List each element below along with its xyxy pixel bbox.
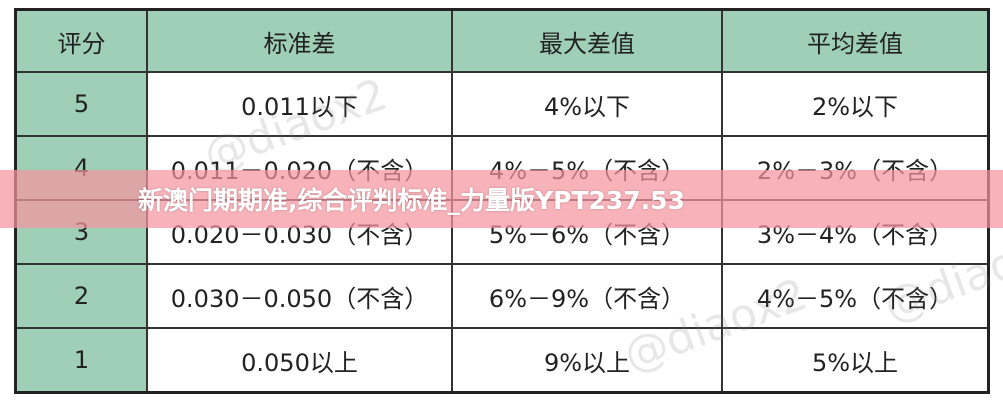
header-std-dev: 标准差 (146, 8, 453, 73)
avg-diff-cell: 5%以上 (721, 327, 990, 394)
title-banner: 新澳门期期准,综合评判标准_力量版YPT237.53 (0, 170, 1003, 228)
std-dev-cell: 0.050以上 (146, 327, 453, 394)
max-diff-cell: 4%以下 (451, 71, 723, 137)
avg-diff-cell: 4%－5%（不含） (721, 263, 990, 329)
header-score: 评分 (14, 8, 148, 73)
table-row: 1 0.050以上 9%以上 5%以上 (14, 327, 990, 394)
table-row: 2 0.030－0.050（不含） 6%－9%（不含） 4%－5%（不含） (14, 263, 990, 329)
banner-title: 新澳门期期准,综合评判标准_力量版YPT237.53 (138, 186, 685, 215)
max-diff-cell: 9%以上 (451, 327, 723, 394)
table-row: 5 0.011以下 4%以下 2%以下 (14, 71, 990, 137)
max-diff-cell: 6%－9%（不含） (451, 263, 723, 329)
score-cell: 5 (14, 71, 148, 137)
header-avg-diff: 平均差值 (721, 8, 990, 73)
table-header-row: 评分 标准差 最大差值 平均差值 (14, 8, 990, 73)
score-cell: 2 (14, 263, 148, 329)
std-dev-cell: 0.030－0.050（不含） (146, 263, 453, 329)
std-dev-cell: 0.011以下 (146, 71, 453, 137)
score-cell: 1 (14, 327, 148, 394)
header-max-diff: 最大差值 (451, 8, 723, 73)
avg-diff-cell: 2%以下 (721, 71, 990, 137)
